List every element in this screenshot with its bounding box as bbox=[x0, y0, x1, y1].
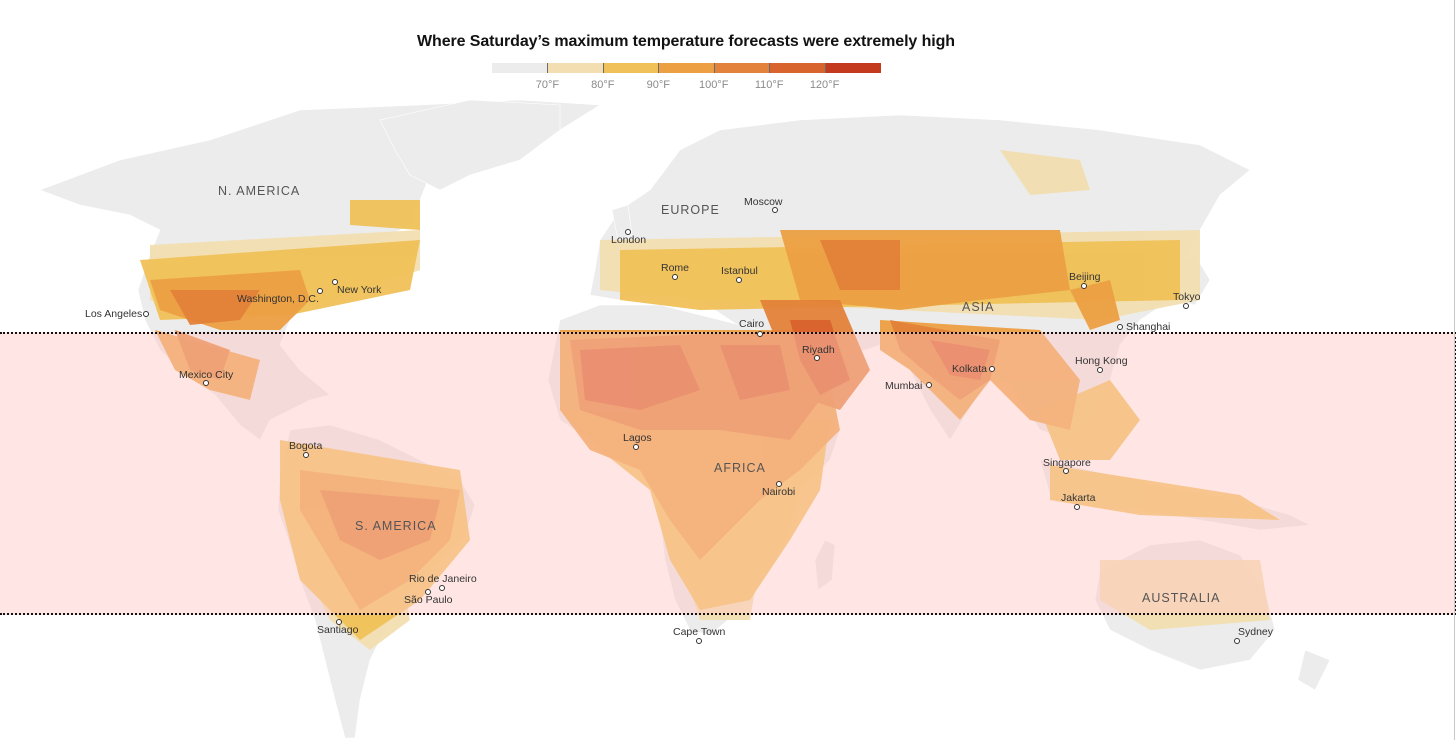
city-label-sao-paulo: São Paulo bbox=[404, 594, 453, 606]
city-marker bbox=[772, 207, 778, 213]
region-label-north-america: N. AMERICA bbox=[218, 184, 301, 198]
city-marker bbox=[757, 331, 763, 337]
new-zealand-land bbox=[1297, 649, 1331, 691]
legend-tick-label: 100°F bbox=[698, 79, 729, 91]
city-label-cape-town: Cape Town bbox=[673, 626, 726, 638]
city-label-mumbai: Mumbai bbox=[885, 380, 923, 392]
city-label-riyadh: Riyadh bbox=[802, 344, 835, 356]
city-marker bbox=[425, 589, 431, 595]
legend-bin bbox=[713, 63, 770, 73]
city-marker bbox=[336, 619, 342, 625]
temperature-legend: 70°F 80°F 90°F 100°F 110°F 120°F bbox=[492, 63, 881, 93]
city-label-lagos: Lagos bbox=[623, 432, 652, 444]
legend-tick bbox=[824, 63, 826, 73]
city-label-london: London bbox=[611, 234, 647, 246]
region-label-south-america: S. AMERICA bbox=[355, 519, 437, 533]
region-label-europe: EUROPE bbox=[661, 203, 720, 217]
city-label-santiago: Santiago bbox=[317, 624, 359, 636]
legend-tick bbox=[547, 63, 549, 73]
city-marker bbox=[1063, 468, 1069, 474]
city-label-istanbul: Istanbul bbox=[721, 265, 758, 277]
city-marker bbox=[1234, 638, 1240, 644]
city-label-hong-kong: Hong Kong bbox=[1075, 355, 1128, 367]
city-marker bbox=[143, 311, 149, 317]
city-label-beijing: Beijing bbox=[1069, 271, 1101, 283]
city-marker bbox=[625, 229, 631, 235]
city-label-tokyo: Tokyo bbox=[1173, 291, 1201, 303]
frame-edge bbox=[1454, 0, 1455, 740]
city-label-los-angeles: Los Angeles bbox=[85, 308, 143, 320]
legend-tick bbox=[658, 63, 660, 73]
legend-bin bbox=[602, 63, 659, 73]
city-label-bogota: Bogota bbox=[289, 440, 323, 452]
legend-bin bbox=[769, 63, 826, 73]
legend-bin bbox=[492, 63, 548, 73]
temperature-overlay bbox=[140, 150, 1280, 650]
legend-tick bbox=[769, 63, 771, 73]
city-marker bbox=[439, 585, 445, 591]
city-marker bbox=[203, 380, 209, 386]
city-marker bbox=[303, 452, 309, 458]
city-label-nairobi: Nairobi bbox=[762, 486, 796, 498]
city-marker bbox=[672, 274, 678, 280]
region-label-africa: AFRICA bbox=[714, 461, 766, 475]
city-label-rome: Rome bbox=[661, 262, 690, 274]
legend-tick-label: 90°F bbox=[646, 79, 670, 91]
city-label-singapore: Singapore bbox=[1043, 457, 1091, 469]
city-label-mexico-city: Mexico City bbox=[179, 369, 234, 381]
city-marker bbox=[1081, 283, 1087, 289]
city-marker bbox=[1074, 504, 1080, 510]
legend-tick-label: 110°F bbox=[754, 79, 784, 91]
city-label-shanghai: Shanghai bbox=[1126, 321, 1171, 333]
legend-tick bbox=[713, 63, 715, 73]
city-marker bbox=[332, 279, 338, 285]
legend-bin bbox=[824, 63, 881, 73]
city-label-jakarta: Jakarta bbox=[1061, 492, 1096, 504]
legend-tick-label: 80°F bbox=[591, 79, 615, 91]
city-marker bbox=[926, 382, 932, 388]
city-marker bbox=[1117, 324, 1123, 330]
madagascar-land bbox=[814, 539, 836, 591]
map-title: Where Saturday’s maximum temperature for… bbox=[417, 33, 955, 50]
city-label-washington: Washington, D.C. bbox=[237, 293, 319, 305]
city-marker bbox=[776, 481, 782, 487]
greenland-land bbox=[379, 99, 561, 191]
region-label-australia: AUSTRALIA bbox=[1142, 591, 1221, 605]
city-marker bbox=[633, 444, 639, 450]
region-label-asia: ASIA bbox=[962, 300, 995, 314]
city-label-new-york: New York bbox=[337, 284, 382, 296]
city-marker bbox=[696, 638, 702, 644]
legend-bin bbox=[658, 63, 715, 73]
city-marker bbox=[736, 277, 742, 283]
legend-tick bbox=[602, 63, 604, 73]
city-marker bbox=[814, 355, 820, 361]
city-marker bbox=[1183, 303, 1189, 309]
city-label-cairo: Cairo bbox=[739, 318, 765, 330]
city-label-rio: Rio de Janeiro bbox=[409, 573, 477, 585]
legend-tick-label: 70°F bbox=[535, 79, 560, 91]
city-marker bbox=[1097, 367, 1103, 373]
legend-bin bbox=[547, 63, 604, 73]
city-marker bbox=[989, 366, 995, 372]
legend-tick-label: 120°F bbox=[809, 79, 840, 91]
city-label-sydney: Sydney bbox=[1238, 626, 1274, 638]
city-label-moscow: Moscow bbox=[744, 196, 783, 208]
city-label-kolkata: Kolkata bbox=[952, 363, 988, 375]
city-marker bbox=[317, 288, 323, 294]
